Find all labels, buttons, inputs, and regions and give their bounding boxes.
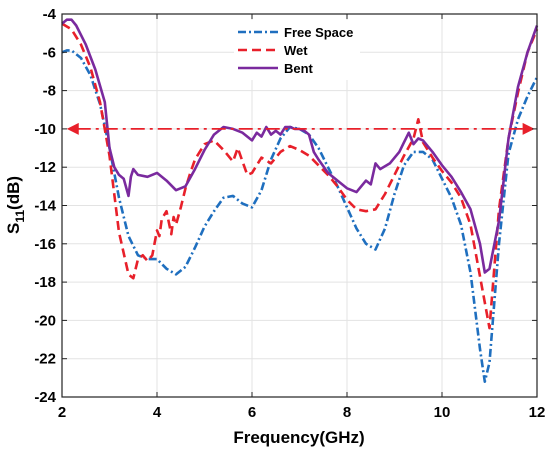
- x-tick-label: 10: [434, 404, 451, 421]
- series-layer: [61, 18, 539, 384]
- y-tick-label: -8: [43, 83, 56, 100]
- reference-layer: [66, 122, 535, 135]
- y-tick-label: -4: [43, 6, 57, 23]
- legend-label: Bent: [284, 61, 314, 76]
- reference-arrow-left: [66, 122, 79, 135]
- series-line-free-space: [61, 49, 539, 384]
- y-tick-label: -16: [34, 236, 56, 253]
- y-tick-label: -10: [34, 121, 56, 138]
- tick-labels: 2 4 6 8 10 12 -24 -22 -20 -18 -16 -14 -12 -10 -8 -6 -4: [34, 6, 545, 421]
- y-tick-label: -12: [34, 159, 56, 176]
- x-tick-label: 6: [248, 404, 256, 421]
- legend: Free Space Wet Bent: [234, 20, 360, 80]
- y-tick-label: -20: [34, 312, 56, 329]
- y-axis-title-subscript: 11: [13, 210, 27, 223]
- y-tick-label: -24: [34, 389, 56, 406]
- x-tick-label: 8: [343, 404, 351, 421]
- series-line-bent: [61, 18, 539, 274]
- x-tick-label: 12: [529, 404, 546, 421]
- series-line-wet: [61, 22, 539, 330]
- x-axis-title: Frequency(GHz): [233, 428, 364, 447]
- y-tick-label: -18: [34, 274, 56, 291]
- y-tick-label: -14: [34, 198, 56, 215]
- legend-label: Wet: [284, 43, 308, 58]
- reference-arrow-right: [522, 122, 535, 135]
- x-tick-label: 4: [153, 404, 162, 421]
- legend-label: Free Space: [284, 25, 353, 40]
- legend-items: Free Space Wet Bent: [238, 25, 353, 76]
- ticks: [61, 13, 538, 398]
- y-axis-title: S11(dB): [4, 176, 27, 234]
- y-axis-title-main: S: [4, 223, 23, 234]
- y-tick-label: -22: [34, 351, 56, 368]
- x-tick-label: 2: [58, 404, 66, 421]
- y-tick-label: -6: [43, 44, 56, 61]
- y-axis-title-unit: (dB): [4, 176, 23, 210]
